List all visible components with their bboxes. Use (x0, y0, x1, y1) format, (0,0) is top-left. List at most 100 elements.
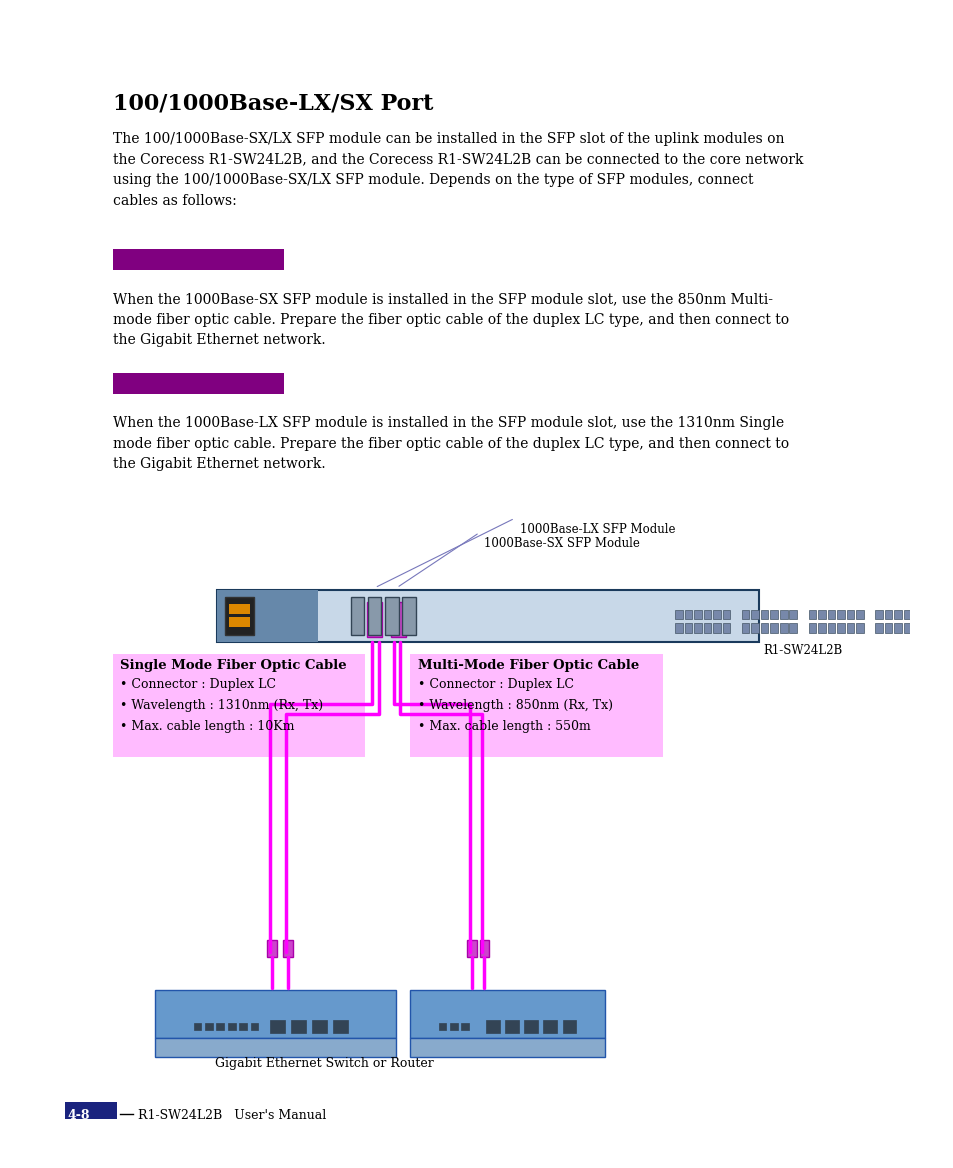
FancyBboxPatch shape (694, 610, 701, 619)
FancyBboxPatch shape (893, 610, 901, 619)
Text: • Connector : Duplex LC: • Connector : Duplex LC (120, 679, 275, 691)
FancyBboxPatch shape (562, 1020, 576, 1033)
FancyBboxPatch shape (741, 610, 749, 619)
FancyBboxPatch shape (367, 603, 382, 638)
FancyBboxPatch shape (675, 610, 682, 619)
FancyBboxPatch shape (450, 1023, 457, 1030)
Text: R1-SW24L2B   User's Manual: R1-SW24L2B User's Manual (138, 1110, 326, 1122)
Text: When the 1000Base-LX SFP module is installed in the SFP module slot, use the 131: When the 1000Base-LX SFP module is insta… (112, 416, 788, 472)
FancyBboxPatch shape (846, 610, 853, 619)
Text: 100/1000Base-LX/SX Port: 100/1000Base-LX/SX Port (112, 92, 433, 114)
FancyBboxPatch shape (217, 590, 317, 642)
FancyBboxPatch shape (902, 610, 910, 619)
Text: • Wavelength : 850nm (Rx, Tx): • Wavelength : 850nm (Rx, Tx) (417, 700, 612, 712)
FancyBboxPatch shape (893, 623, 901, 633)
FancyBboxPatch shape (922, 610, 929, 619)
FancyBboxPatch shape (912, 610, 920, 619)
FancyBboxPatch shape (808, 610, 816, 619)
FancyBboxPatch shape (922, 623, 929, 633)
FancyBboxPatch shape (239, 1023, 247, 1030)
Text: Gigabit Ethernet Switch or Router: Gigabit Ethernet Switch or Router (214, 1057, 433, 1070)
Text: R1-SW24L2B: R1-SW24L2B (763, 644, 842, 658)
FancyBboxPatch shape (461, 1023, 469, 1030)
FancyBboxPatch shape (543, 1020, 557, 1033)
FancyBboxPatch shape (228, 1023, 235, 1030)
FancyBboxPatch shape (351, 597, 364, 634)
FancyBboxPatch shape (65, 1101, 117, 1119)
FancyBboxPatch shape (217, 590, 759, 642)
FancyBboxPatch shape (312, 1020, 327, 1033)
FancyBboxPatch shape (410, 1038, 605, 1057)
FancyBboxPatch shape (846, 623, 853, 633)
FancyBboxPatch shape (703, 623, 711, 633)
FancyBboxPatch shape (713, 610, 720, 619)
FancyBboxPatch shape (438, 1023, 446, 1030)
FancyBboxPatch shape (467, 939, 476, 957)
FancyBboxPatch shape (789, 610, 797, 619)
FancyBboxPatch shape (524, 1020, 537, 1033)
FancyBboxPatch shape (770, 623, 778, 633)
FancyBboxPatch shape (368, 597, 381, 634)
FancyBboxPatch shape (902, 623, 910, 633)
FancyBboxPatch shape (385, 597, 398, 634)
FancyBboxPatch shape (112, 374, 284, 395)
FancyBboxPatch shape (837, 610, 844, 619)
FancyBboxPatch shape (827, 623, 835, 633)
FancyBboxPatch shape (837, 623, 844, 633)
FancyBboxPatch shape (333, 1020, 348, 1033)
FancyBboxPatch shape (505, 1020, 518, 1033)
FancyBboxPatch shape (855, 610, 862, 619)
Text: The 100/1000Base-SX/LX SFP module can be installed in the SFP slot of the uplink: The 100/1000Base-SX/LX SFP module can be… (112, 132, 802, 208)
FancyBboxPatch shape (912, 623, 920, 633)
FancyBboxPatch shape (818, 610, 825, 619)
FancyBboxPatch shape (874, 610, 882, 619)
Text: Multi-Mode Fiber Optic Cable: Multi-Mode Fiber Optic Cable (417, 659, 639, 673)
FancyBboxPatch shape (229, 618, 250, 627)
FancyBboxPatch shape (402, 597, 416, 634)
Text: When the 1000Base-SX SFP module is installed in the SFP module slot, use the 850: When the 1000Base-SX SFP module is insta… (112, 292, 788, 347)
Text: • Max. cable length : 10Km: • Max. cable length : 10Km (120, 721, 294, 734)
FancyBboxPatch shape (760, 610, 768, 619)
FancyBboxPatch shape (479, 939, 489, 957)
Text: Single Mode Fiber Optic Cable: Single Mode Fiber Optic Cable (120, 659, 346, 673)
Text: • Max. cable length : 550m: • Max. cable length : 550m (417, 721, 590, 734)
FancyBboxPatch shape (722, 610, 730, 619)
FancyBboxPatch shape (251, 1023, 258, 1030)
Text: • Wavelength : 1310nm (Rx, Tx): • Wavelength : 1310nm (Rx, Tx) (120, 700, 323, 712)
FancyBboxPatch shape (410, 654, 662, 757)
FancyBboxPatch shape (741, 623, 749, 633)
FancyBboxPatch shape (883, 623, 891, 633)
FancyBboxPatch shape (827, 610, 835, 619)
FancyBboxPatch shape (410, 990, 605, 1038)
FancyBboxPatch shape (789, 623, 797, 633)
FancyBboxPatch shape (283, 939, 293, 957)
FancyBboxPatch shape (770, 610, 778, 619)
FancyBboxPatch shape (270, 1020, 285, 1033)
FancyBboxPatch shape (229, 604, 250, 613)
FancyBboxPatch shape (205, 1023, 213, 1030)
FancyBboxPatch shape (225, 597, 253, 634)
FancyBboxPatch shape (751, 623, 759, 633)
FancyBboxPatch shape (684, 623, 692, 633)
Text: • Connector : Duplex LC: • Connector : Duplex LC (417, 679, 573, 691)
FancyBboxPatch shape (713, 623, 720, 633)
Text: 1000Base-SX SFP Module: 1000Base-SX SFP Module (484, 537, 639, 550)
Text: 4-8: 4-8 (68, 1110, 91, 1122)
FancyBboxPatch shape (703, 610, 711, 619)
Text: 1000Base-LX SFP Module: 1000Base-LX SFP Module (519, 523, 675, 536)
FancyBboxPatch shape (675, 623, 682, 633)
FancyBboxPatch shape (780, 623, 787, 633)
FancyBboxPatch shape (291, 1020, 306, 1033)
FancyBboxPatch shape (155, 990, 395, 1038)
FancyBboxPatch shape (808, 623, 816, 633)
FancyBboxPatch shape (486, 1020, 499, 1033)
FancyBboxPatch shape (112, 654, 365, 757)
FancyBboxPatch shape (155, 1038, 395, 1057)
FancyBboxPatch shape (780, 610, 787, 619)
FancyBboxPatch shape (216, 1023, 224, 1030)
FancyBboxPatch shape (874, 623, 882, 633)
FancyBboxPatch shape (391, 603, 406, 638)
FancyBboxPatch shape (684, 610, 692, 619)
FancyBboxPatch shape (855, 623, 862, 633)
FancyBboxPatch shape (193, 1023, 201, 1030)
